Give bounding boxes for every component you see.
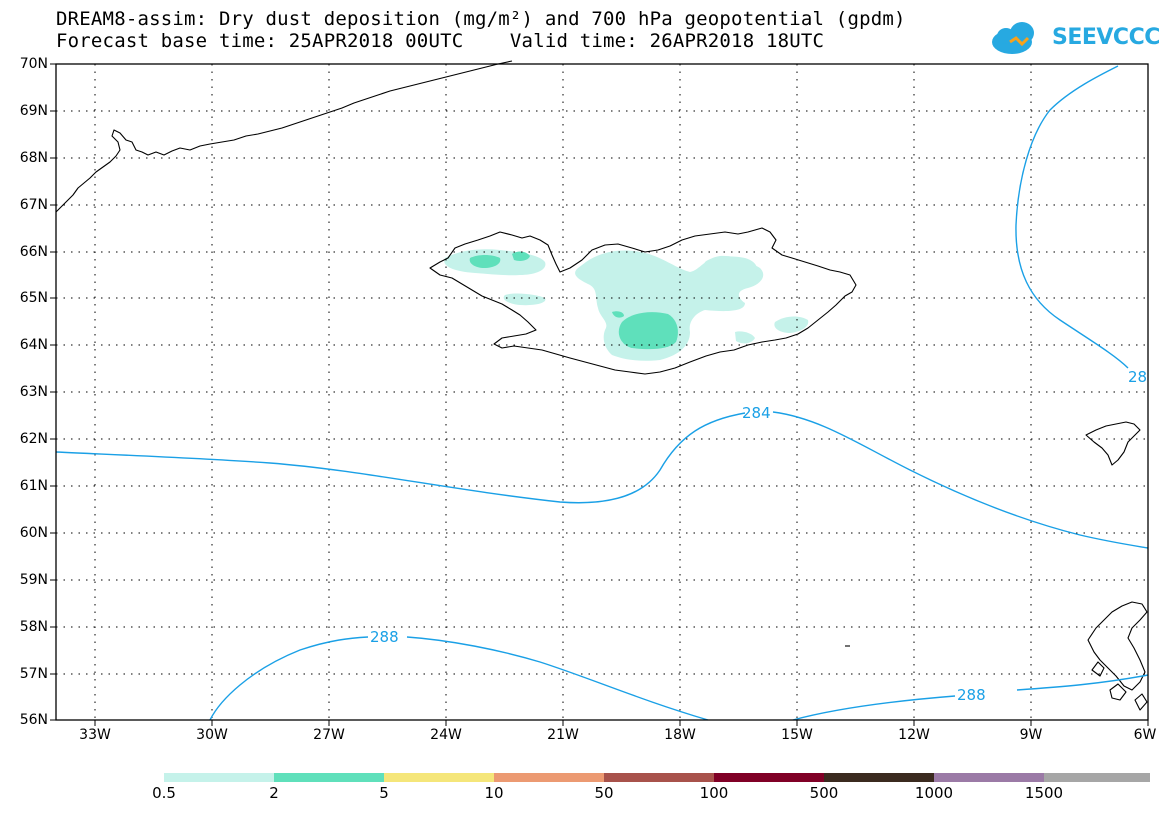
lat-label: 56N bbox=[19, 712, 48, 728]
legend-label: 1000 bbox=[914, 784, 954, 802]
contour-label: 28 bbox=[1128, 368, 1147, 386]
legend-colorbar bbox=[164, 773, 1150, 782]
contour-288-south bbox=[209, 636, 709, 721]
legend-swatch bbox=[934, 773, 1044, 782]
legend-label: 50 bbox=[594, 784, 614, 802]
scotland-coast bbox=[1087, 601, 1148, 691]
map-subtitle-times: Forecast base time: 25APR2018 00UTC Vali… bbox=[56, 30, 825, 52]
geopotential-contours bbox=[55, 65, 1149, 721]
contour-label: 288 bbox=[370, 628, 399, 646]
lat-label: 65N bbox=[19, 290, 48, 306]
faroe-islands-coast bbox=[1085, 421, 1141, 466]
greenland-coast bbox=[55, 60, 513, 213]
lon-label: 27W bbox=[313, 727, 345, 743]
iceland-coast bbox=[429, 227, 857, 375]
lat-label: 69N bbox=[19, 103, 48, 119]
dust-area-medium bbox=[612, 311, 624, 318]
contour-288-east bbox=[792, 674, 1149, 721]
legend-label: 2 bbox=[269, 784, 279, 802]
contour-28x-northeast bbox=[1015, 65, 1129, 369]
dust-area-light bbox=[735, 331, 755, 344]
lat-label: 68N bbox=[19, 150, 48, 166]
dust-area-light bbox=[704, 256, 757, 276]
legend-swatch bbox=[164, 773, 274, 782]
lat-label: 62N bbox=[19, 431, 48, 447]
map-title: DREAM8-assim: Dry dust deposition (mg/m²… bbox=[56, 8, 906, 30]
contour-label: 284 bbox=[742, 404, 771, 422]
lon-label: 33W bbox=[79, 727, 111, 743]
scotland-islands bbox=[1091, 661, 1148, 711]
lon-label: 30W bbox=[196, 727, 228, 743]
legend-swatch bbox=[494, 773, 604, 782]
lat-label: 57N bbox=[19, 666, 48, 682]
logo-text: SEEVCCC bbox=[1052, 25, 1160, 50]
seevccc-logo bbox=[992, 22, 1034, 54]
legend-swatch bbox=[604, 773, 714, 782]
lat-label: 63N bbox=[19, 384, 48, 400]
lat-label: 70N bbox=[19, 56, 48, 72]
dust-area-medium bbox=[512, 251, 530, 261]
lon-label: 9W bbox=[1019, 727, 1043, 743]
lat-label: 67N bbox=[19, 197, 48, 213]
legend-swatch bbox=[274, 773, 384, 782]
dust-area-medium bbox=[469, 255, 501, 268]
legend-swatch bbox=[714, 773, 824, 782]
legend-label: 500 bbox=[809, 784, 839, 802]
legend-swatch bbox=[1044, 773, 1150, 782]
lon-label: 21W bbox=[547, 727, 579, 743]
lon-label: 12W bbox=[898, 727, 930, 743]
legend-label: 0.5 bbox=[152, 784, 176, 802]
dust-area-medium bbox=[618, 312, 678, 350]
lon-label: 18W bbox=[664, 727, 696, 743]
coastlines bbox=[55, 60, 1148, 711]
legend-label: 5 bbox=[379, 784, 389, 802]
legend-label: 1500 bbox=[1024, 784, 1064, 802]
legend-swatch bbox=[824, 773, 934, 782]
lon-label: 15W bbox=[781, 727, 813, 743]
cloud-icon bbox=[992, 22, 1034, 54]
contour-labels: 284 288 288 28 bbox=[370, 368, 1147, 704]
legend-label: 10 bbox=[484, 784, 504, 802]
legend-label: 100 bbox=[699, 784, 729, 802]
graticule bbox=[56, 64, 1148, 720]
axis-ticks bbox=[50, 63, 1149, 726]
lat-label: 60N bbox=[19, 525, 48, 541]
lon-label: 24W bbox=[430, 727, 462, 743]
lon-label: 6W bbox=[1133, 727, 1157, 743]
legend-swatch bbox=[384, 773, 494, 782]
lat-label: 59N bbox=[19, 572, 48, 588]
map-frame bbox=[55, 63, 1149, 721]
lat-label: 58N bbox=[19, 619, 48, 635]
lat-label: 64N bbox=[19, 337, 48, 353]
contour-284 bbox=[55, 411, 1149, 549]
lat-label: 61N bbox=[19, 478, 48, 494]
lat-label: 66N bbox=[19, 244, 48, 260]
dust-area-light bbox=[503, 293, 546, 306]
contour-label: 288 bbox=[957, 686, 986, 704]
dust-area-light bbox=[774, 316, 809, 333]
dust-deposition-layer bbox=[444, 249, 809, 361]
